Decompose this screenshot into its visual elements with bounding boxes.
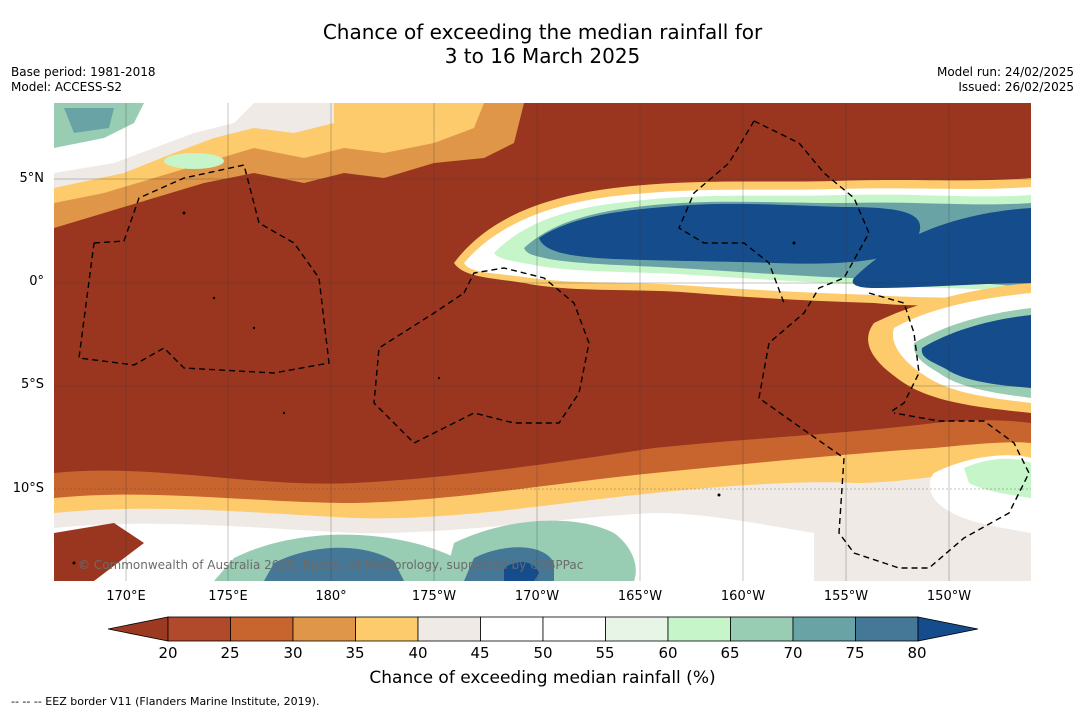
- colorbar-cell: [855, 616, 919, 642]
- colorbar-cell: [730, 616, 794, 642]
- eez-borders: [78, 120, 1030, 569]
- base-period: Base period: 1981-2018: [11, 65, 156, 79]
- map-title: Chance of exceeding the median rainfall …: [0, 20, 1085, 68]
- eez-footnote: -- -- -- EEZ border V11 (Flanders Marine…: [11, 695, 320, 708]
- lon-label-160w: 160°W: [720, 589, 766, 604]
- cb-tick-35: 35: [345, 644, 365, 662]
- map-canvas: [54, 103, 1031, 581]
- colorbar-cell: [605, 616, 669, 642]
- colorbar-label: Chance of exceeding median rainfall (%): [369, 668, 716, 688]
- colorbar-cell: [792, 616, 856, 642]
- cb-tick-20: 20: [158, 644, 178, 662]
- lat-label-0: 0°: [29, 274, 44, 289]
- colorbar-cell: [230, 616, 294, 642]
- colorbar-cell: [667, 616, 731, 642]
- copyright-notice: © Commonwealth of Australia 2025, Bureau…: [78, 558, 584, 572]
- colorbar-cell: [167, 616, 231, 642]
- cb-tick-40: 40: [408, 644, 428, 662]
- islands: [72, 211, 796, 565]
- cb-tick-45: 45: [470, 644, 490, 662]
- colorbar-cell: [417, 616, 481, 642]
- lat-label-10s: 10°S: [12, 481, 44, 496]
- lon-label-155w: 155°W: [823, 589, 869, 604]
- lat-label-5s: 5°S: [20, 377, 44, 392]
- lat-label-5n: 5°N: [19, 171, 45, 186]
- north-green-patch: [164, 153, 224, 169]
- wet-core-east: [852, 208, 1031, 288]
- se-green-patch: [964, 458, 1031, 498]
- title-line-2: 3 to 16 March 2025: [444, 44, 641, 68]
- colorbar-cell: [355, 616, 419, 642]
- issued-date: Issued: 26/02/2025: [958, 80, 1074, 94]
- meta-right: Model run: 24/02/2025 Issued: 26/02/2025: [937, 65, 1074, 95]
- south-core-patch: [504, 561, 539, 581]
- model-name: Model: ACCESS-S2: [11, 80, 123, 94]
- lon-label-165w: 165°W: [617, 589, 663, 604]
- lon-label-170e: 170°E: [106, 589, 146, 604]
- colorbar: [108, 616, 978, 642]
- lon-label-175e: 175°E: [208, 589, 248, 604]
- cb-tick-60: 60: [658, 644, 678, 662]
- cb-tick-30: 30: [283, 644, 303, 662]
- colorbar-cells: [108, 616, 978, 642]
- cb-tick-25: 25: [220, 644, 240, 662]
- model-run: Model run: 24/02/2025: [936, 65, 1074, 79]
- graticule: [54, 103, 1031, 581]
- colorbar-cell: [292, 616, 356, 642]
- cb-tick-50: 50: [533, 644, 553, 662]
- lon-label-180: 180°: [315, 589, 347, 604]
- colorbar-cell: [480, 616, 544, 642]
- lon-label-150w: 150°W: [926, 589, 972, 604]
- colorbar-extend-low: [108, 616, 169, 642]
- cb-tick-70: 70: [783, 644, 803, 662]
- meta-left: Base period: 1981-2018 Model: ACCESS-S2: [11, 65, 156, 95]
- title-line-1: Chance of exceeding the median rainfall …: [322, 20, 763, 44]
- cb-tick-55: 55: [595, 644, 615, 662]
- cb-tick-65: 65: [720, 644, 740, 662]
- south-teal-patch-1: [264, 547, 404, 581]
- colorbar-extend-high: [917, 616, 978, 642]
- wet-core-north: [539, 203, 921, 264]
- colorbar-cell: [542, 616, 606, 642]
- cb-tick-75: 75: [845, 644, 865, 662]
- cb-tick-80: 80: [907, 644, 927, 662]
- rainfall-map: [54, 103, 1031, 581]
- sw-dry-patch: [54, 523, 144, 581]
- lon-label-175w: 175°W: [411, 589, 457, 604]
- lon-label-170w: 170°W: [514, 589, 560, 604]
- band-north-teal: [64, 108, 114, 133]
